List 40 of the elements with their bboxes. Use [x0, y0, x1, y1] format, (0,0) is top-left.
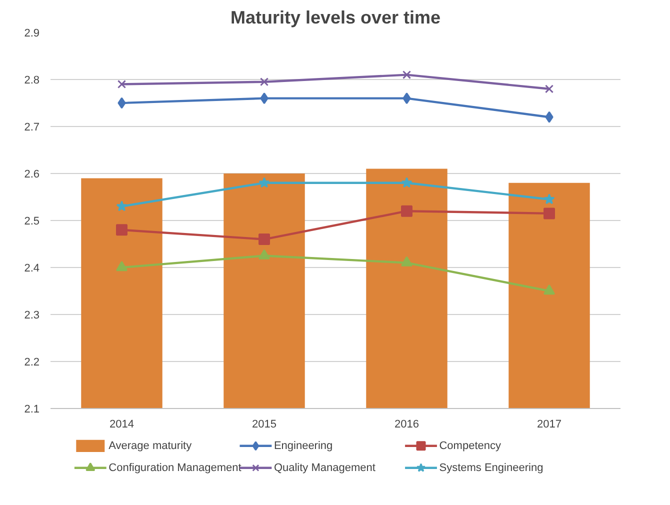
point	[544, 284, 555, 295]
y-tick-label: 2.5	[24, 216, 40, 228]
chart-title: Maturity levels over time	[230, 8, 441, 28]
legend-label: Quality Management	[274, 462, 376, 474]
y-tick-label: 2.4	[24, 262, 40, 274]
point	[402, 70, 412, 80]
x-tick-label: 2015	[252, 418, 276, 430]
point	[116, 224, 128, 236]
y-tick-label: 2.2	[24, 356, 40, 368]
point	[260, 92, 268, 104]
point	[117, 80, 126, 88]
point	[258, 234, 270, 246]
legend-label: Average maturity	[108, 440, 192, 452]
point	[260, 78, 269, 86]
point	[116, 200, 128, 212]
point	[401, 205, 412, 217]
point	[116, 260, 128, 272]
y-tick-label: 2.7	[24, 122, 40, 134]
point	[401, 256, 412, 266]
legend-label: Competency	[439, 440, 502, 452]
point	[401, 177, 412, 188]
legend-label: Systems Engineering	[439, 462, 544, 474]
point	[544, 194, 555, 204]
legend-label: Configuration Management	[108, 462, 242, 474]
x-tick-label: 2014	[110, 418, 134, 430]
y-tick-label: 2.9	[24, 28, 40, 40]
point	[544, 208, 555, 220]
x-tick-label: 2016	[394, 418, 419, 430]
point	[402, 92, 411, 104]
y-tick-label: 2.1	[24, 404, 40, 416]
y-tick-label: 2.8	[24, 74, 40, 86]
point	[118, 97, 126, 109]
y-tick-label: 2.6	[24, 168, 40, 180]
y-tick-label: 2.3	[24, 310, 40, 322]
x-tick-label: 2017	[537, 418, 562, 430]
point	[258, 177, 270, 188]
point	[258, 249, 270, 260]
point	[545, 111, 554, 123]
point	[544, 84, 554, 94]
legend-label: Engineering	[274, 440, 333, 452]
